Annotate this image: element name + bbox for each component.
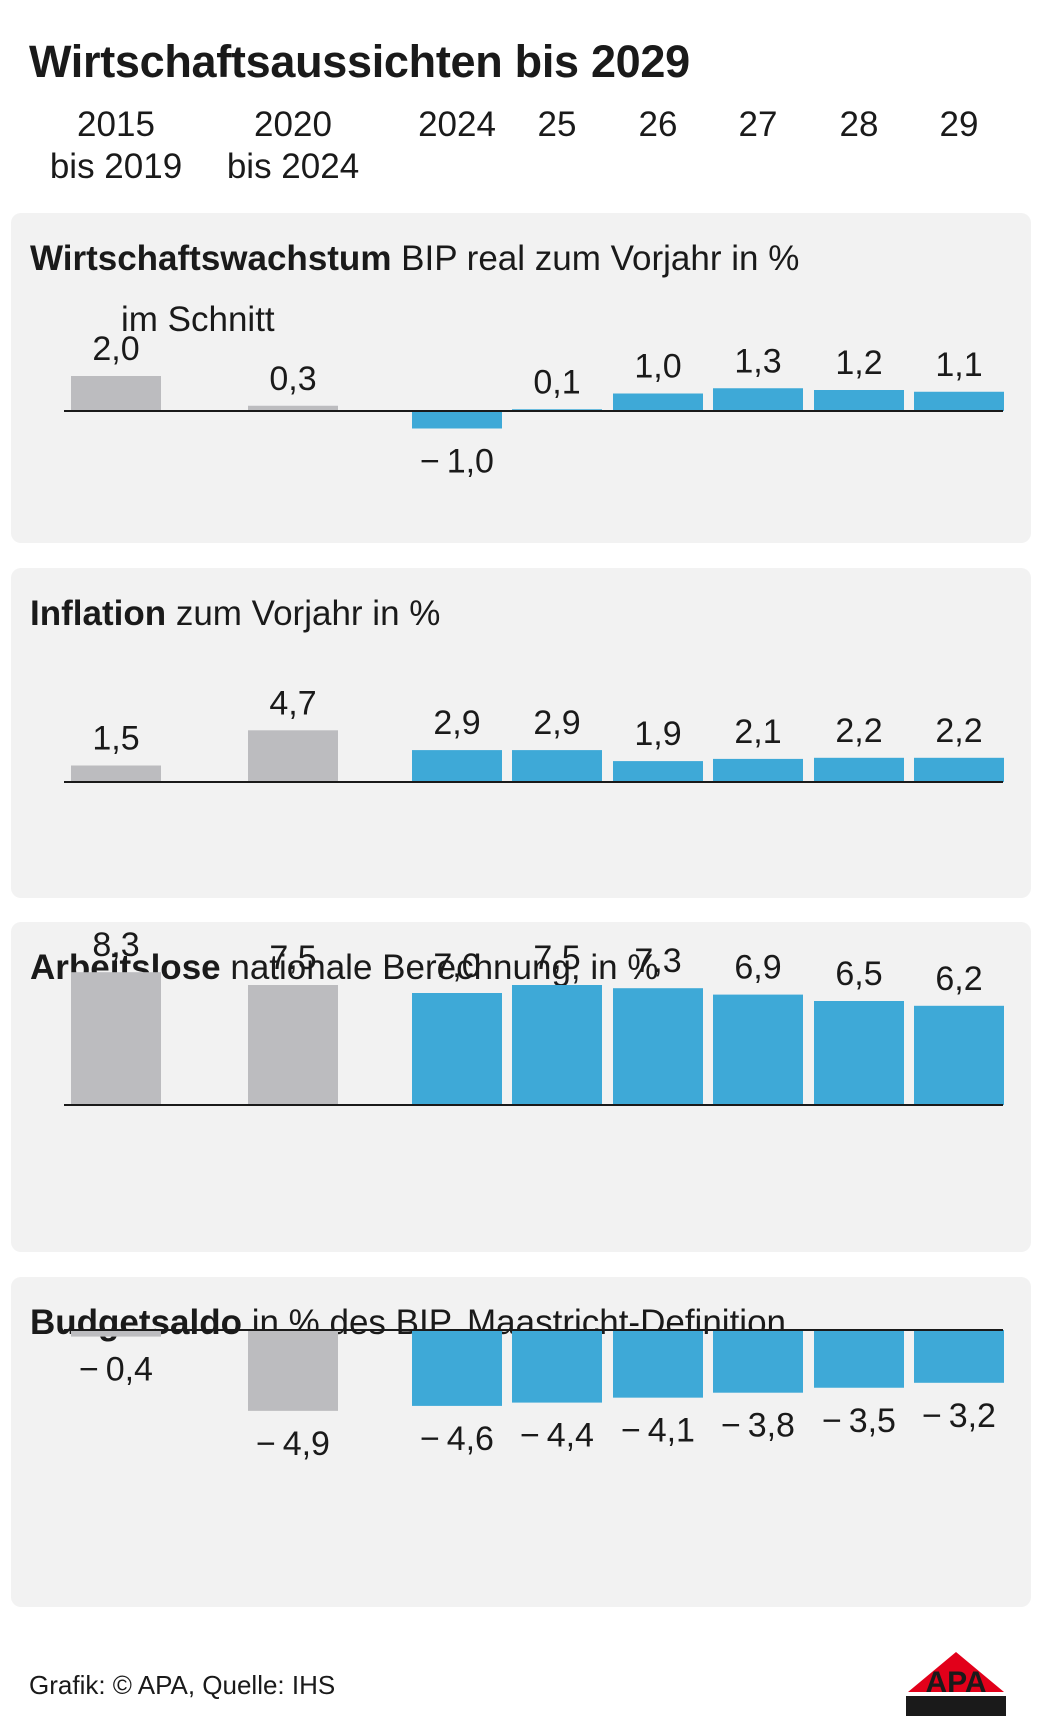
panel-title-bold: Wirtschaftswachstum [30, 239, 392, 278]
bar [71, 1330, 161, 1337]
data-label: 7,0 [433, 947, 480, 985]
bar [248, 1330, 338, 1411]
data-label: 1,9 [634, 715, 681, 753]
budget-chart: − 0,4 − 4,9 − 4,6 − 4,4 − 4,1 − 3,8 − 3,5 − 3,2 [64, 1329, 1004, 1463]
data-label: 2,0 [92, 330, 139, 368]
bar [248, 985, 338, 1105]
logo-roof [908, 1652, 1004, 1692]
bar [914, 1330, 1004, 1383]
data-label: 2,1 [734, 713, 781, 751]
column-label: 25 [537, 105, 577, 144]
panel-note: im Schnitt [121, 300, 275, 339]
logo-text: APA [925, 1666, 986, 1699]
column-label: 29 [939, 105, 979, 144]
bar [914, 391, 1004, 411]
data-label: 2,9 [433, 704, 480, 742]
data-label: 8,3 [92, 926, 139, 964]
panel-arbeitslose: Arbeitslose nationale Berechnung, in % 8… [11, 922, 1031, 1252]
data-label: 1,1 [935, 346, 982, 384]
column-label: 2015 bis 2019 [49, 105, 183, 186]
panel-inflation: Inflation zum Vorjahr in % 1,5 4,7 2,9 2,9 1… [11, 568, 1031, 898]
panel-title-bold: Inflation [30, 594, 167, 633]
bar [814, 1330, 904, 1388]
bar [512, 1330, 602, 1403]
bar [412, 993, 502, 1105]
inflation-chart: 1,5 4,7 2,9 2,9 1,9 2,1 2,2 2,2 [64, 684, 1004, 783]
data-label: 6,5 [835, 955, 882, 993]
column-label: 26 [638, 105, 678, 144]
bar [613, 393, 703, 411]
column-header: 2015 bis 2019 2020 bis 2024 2024 25 26 2… [0, 104, 1041, 194]
growth-chart: 2,0 0,3 − 1,0 0,1 1,0 1,3 1,2 1,1 [64, 330, 1004, 481]
panel-wirtschaftswachstum: Wirtschaftswachstum BIP real zum Vorjahr… [11, 213, 1031, 543]
bar [248, 730, 338, 782]
data-label: 7,3 [634, 942, 681, 980]
bar [613, 1330, 703, 1398]
data-label: 7,5 [533, 939, 580, 977]
data-label: 6,2 [935, 960, 982, 998]
data-label: 1,3 [734, 342, 781, 380]
bar [248, 405, 338, 411]
bar [512, 985, 602, 1105]
apa-logo: APA [906, 1652, 1006, 1716]
data-label: 7,5 [269, 939, 316, 977]
bar [814, 1001, 904, 1105]
column-label: 27 [738, 105, 778, 144]
panel-title: Wirtschaftswachstum BIP real zum Vorjahr… [30, 239, 799, 279]
unemployment-chart: 8,3 7,5 7,0 7,5 7,3 6,9 6,5 6,2 [64, 926, 1004, 1106]
data-label: 1,2 [835, 344, 882, 382]
bar [512, 750, 602, 782]
data-label: − 4,4 [520, 1417, 594, 1455]
data-label: − 4,9 [256, 1425, 330, 1463]
page-title: Wirtschaftsaussichten bis 2029 [29, 36, 690, 87]
bar [412, 1330, 502, 1406]
data-label: − 1,0 [420, 443, 494, 481]
panel-title: Inflation zum Vorjahr in % [30, 594, 440, 634]
data-label: 2,2 [935, 712, 982, 750]
data-label: 0,1 [533, 363, 580, 401]
bar [713, 1330, 803, 1393]
data-label: − 3,2 [922, 1397, 996, 1435]
bar [814, 390, 904, 411]
data-label: 4,7 [269, 684, 316, 722]
bar [914, 1005, 1004, 1105]
panel-subtitle: nationale Berechnung, in % [230, 948, 659, 987]
bar [713, 388, 803, 411]
bar [814, 757, 904, 782]
bar [713, 994, 803, 1105]
data-label: − 0,4 [79, 1351, 153, 1389]
column-label: 28 [839, 105, 879, 144]
bar [613, 988, 703, 1105]
bar [914, 757, 1004, 782]
panel-subtitle: BIP real zum Vorjahr in % [401, 239, 800, 278]
data-label: 6,9 [734, 949, 781, 987]
data-label: − 3,5 [822, 1402, 896, 1440]
data-label: 1,0 [634, 348, 681, 386]
bar [713, 758, 803, 782]
bar [71, 376, 161, 411]
bar [613, 761, 703, 782]
data-label: 2,2 [835, 712, 882, 750]
data-label: − 3,8 [721, 1407, 795, 1445]
bar [71, 972, 161, 1105]
panel-title: Arbeitslose nationale Berechnung, in % [30, 948, 658, 988]
panel-subtitle: zum Vorjahr in % [175, 594, 441, 633]
data-label: 0,3 [269, 360, 316, 398]
logo-bar [906, 1696, 1006, 1716]
bar [412, 411, 502, 429]
data-label: − 4,6 [420, 1420, 494, 1458]
bar [71, 765, 161, 782]
data-label: − 4,1 [621, 1412, 695, 1450]
panel-budgetsaldo: Budgetsaldo in % des BIP, Maastricht-Def… [11, 1277, 1031, 1607]
source-footer: Grafik: © APA, Quelle: IHS [29, 1670, 336, 1700]
column-label: 2024 [418, 105, 496, 144]
data-label: 2,9 [533, 704, 580, 742]
column-label: 2020 bis 2024 [226, 105, 360, 186]
data-label: 1,5 [92, 720, 139, 758]
bar [412, 750, 502, 782]
